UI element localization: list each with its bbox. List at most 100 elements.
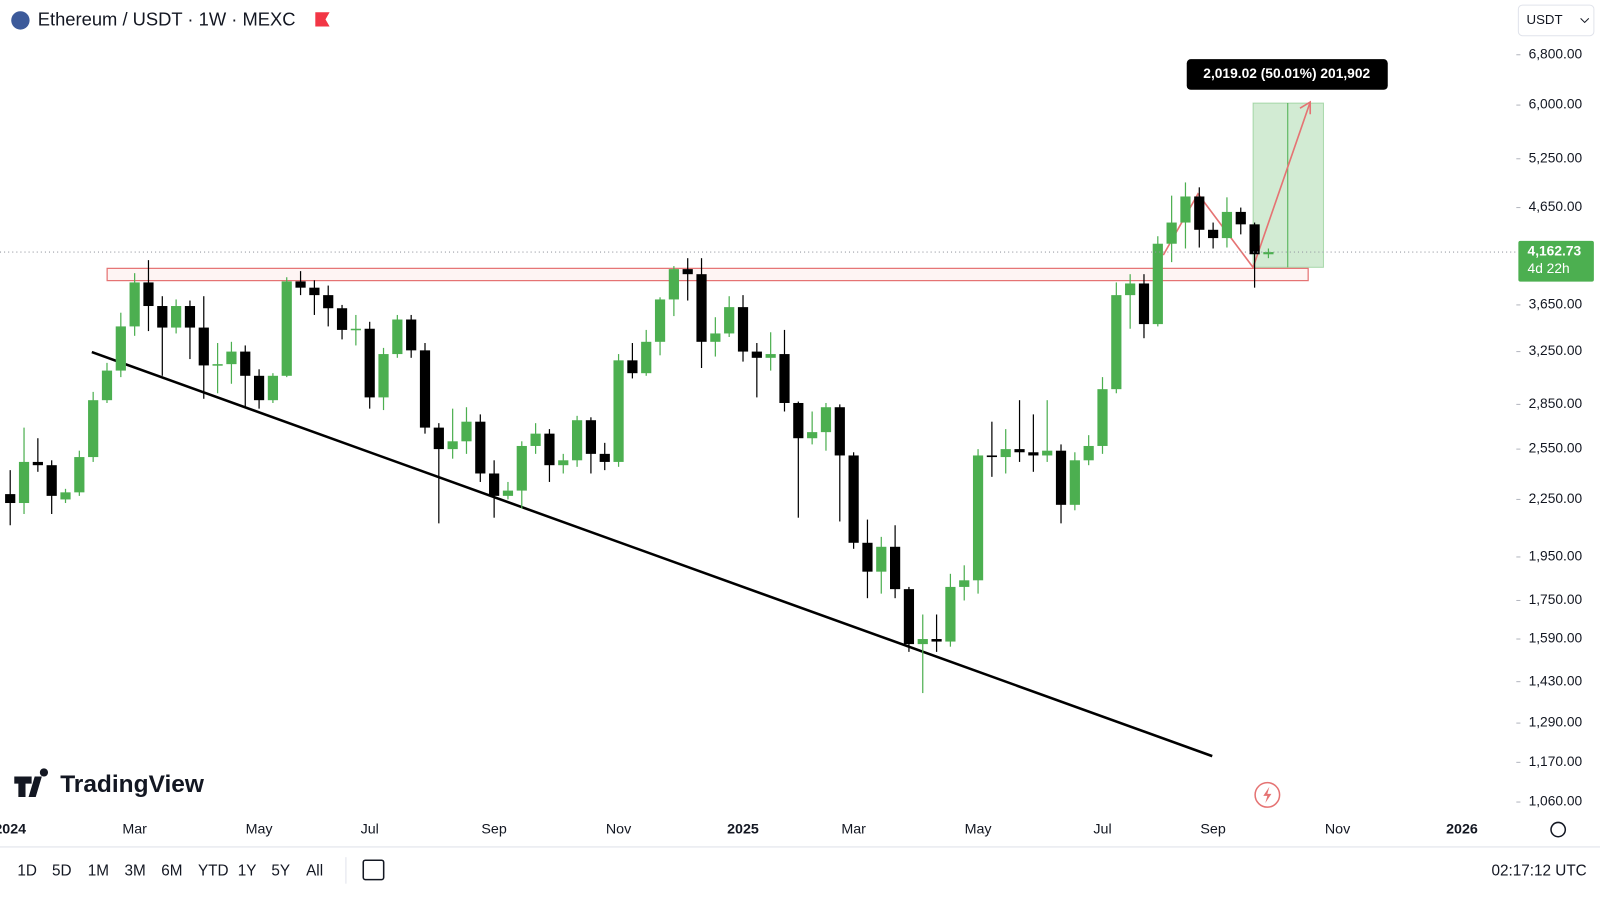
range-button[interactable]: 5D	[52, 862, 72, 879]
currency-select[interactable]	[1517, 4, 1595, 37]
candle-body	[1014, 449, 1025, 453]
y-tick-label: 1,590.00	[1529, 631, 1583, 646]
resistance-zone	[106, 267, 1309, 282]
symbol-title: Ethereum / USDT · 1W · MEXC	[38, 8, 296, 29]
candle-body	[737, 307, 749, 352]
candle-body	[654, 299, 666, 342]
candle-body	[848, 455, 859, 543]
y-tick-label: 1,950.00	[1529, 549, 1583, 564]
candle-body	[212, 364, 223, 366]
candle-body	[917, 639, 928, 645]
candle-body	[641, 341, 652, 374]
candle-body	[18, 461, 30, 504]
y-tick-label: 6,800.00	[1529, 46, 1583, 61]
x-tick-label: Sep	[1200, 821, 1225, 837]
range-button[interactable]: 1M	[88, 862, 109, 879]
candle-body	[668, 269, 679, 300]
date-range-icon[interactable]	[362, 859, 385, 881]
range-button[interactable]: 3M	[124, 862, 145, 879]
candle-body	[1138, 283, 1150, 325]
x-tick-label: Mar	[122, 821, 147, 837]
settings-icon[interactable]	[1550, 821, 1567, 838]
clock: 02:17:12 UTC	[1492, 862, 1587, 879]
branding: TradingView	[14, 768, 1281, 808]
range-button[interactable]: YTD	[198, 862, 229, 879]
x-tick-label: Sep	[481, 821, 506, 837]
candle-body	[115, 326, 126, 371]
candle-body	[1208, 229, 1219, 239]
candle-body	[903, 589, 915, 645]
x-tick-label: May	[965, 821, 993, 837]
measure-text: 2,019.02 (50.01%) 201,902	[1203, 66, 1370, 81]
candle-body	[1000, 449, 1011, 458]
candle-body	[88, 400, 99, 458]
y-tick-label: 1,060.00	[1529, 794, 1583, 809]
y-tick-label: 6,000.00	[1529, 97, 1583, 112]
candle-body	[959, 580, 970, 587]
candle-body	[544, 433, 555, 466]
measure-label: 2,019.02 (50.01%) 201,902	[1186, 59, 1388, 90]
candle-body	[5, 494, 16, 504]
candle-body	[724, 307, 735, 334]
candle-body	[599, 453, 610, 462]
candle-body	[862, 542, 873, 572]
candle-body	[1166, 222, 1177, 244]
price-axis-bg	[1516, 0, 1600, 847]
candle-body	[1221, 211, 1233, 239]
y-tick-label: 2,850.00	[1529, 396, 1583, 411]
candle-body	[1055, 450, 1067, 505]
candle-body	[406, 319, 417, 351]
countdown: 4d 22h	[1528, 261, 1570, 276]
last-price-label: 4,162.73	[1528, 244, 1582, 259]
candle-body	[1194, 196, 1205, 230]
x-tick-label: Nov	[1325, 821, 1351, 837]
candle-body	[101, 370, 113, 401]
candle-body	[1125, 283, 1136, 296]
y-tick-label: 2,250.00	[1529, 491, 1583, 506]
candle-body	[834, 407, 845, 456]
range-button[interactable]: All	[306, 862, 323, 879]
x-tick-label: Jul	[1093, 821, 1111, 837]
candle-body	[309, 287, 320, 296]
flag-icon	[315, 12, 330, 27]
candle-body	[32, 461, 43, 466]
candle-body	[171, 306, 182, 328]
candle-body	[129, 282, 140, 327]
x-tick-label: 2025	[727, 821, 759, 837]
candle-body	[475, 421, 486, 474]
alert-icon[interactable]	[1254, 781, 1281, 808]
candle-body	[530, 433, 541, 446]
candle-body	[323, 295, 334, 309]
currency-label: USDT	[1527, 12, 1563, 27]
dropdown-caret	[1580, 18, 1590, 24]
y-tick-label: 3,650.00	[1529, 297, 1583, 312]
candle-body	[419, 350, 431, 428]
candle-body	[364, 328, 375, 398]
range-button[interactable]: 6M	[161, 862, 182, 879]
candle-body	[489, 473, 500, 496]
x-tick-label: Jul	[361, 821, 379, 837]
y-tick-label: 3,250.00	[1529, 343, 1583, 358]
range-button[interactable]: 5Y	[271, 862, 290, 879]
candle-body	[1069, 460, 1080, 505]
candle-body	[945, 586, 956, 642]
y-tick-label: 1,170.00	[1529, 754, 1583, 769]
range-button[interactable]: 1Y	[238, 862, 257, 879]
range-button[interactable]: 1D	[17, 862, 37, 879]
candle-body	[820, 407, 832, 433]
brand-name: TradingView	[60, 771, 205, 798]
candle-body	[613, 360, 624, 462]
long-position-target	[1253, 103, 1324, 268]
candle-body	[1249, 224, 1260, 255]
x-tick-label: May	[246, 821, 274, 837]
plot	[0, 100, 1517, 758]
candle-body	[1097, 389, 1108, 446]
candle-body	[876, 546, 887, 572]
toolbar: 02:17:12 UTC 1D 5D 1M 3M 6M YTD 1Y 5Y All	[17, 857, 1587, 884]
candle-body	[226, 351, 237, 365]
measure-box	[1186, 59, 1388, 90]
last-price-box	[1518, 240, 1594, 282]
candle-body	[1042, 450, 1053, 456]
